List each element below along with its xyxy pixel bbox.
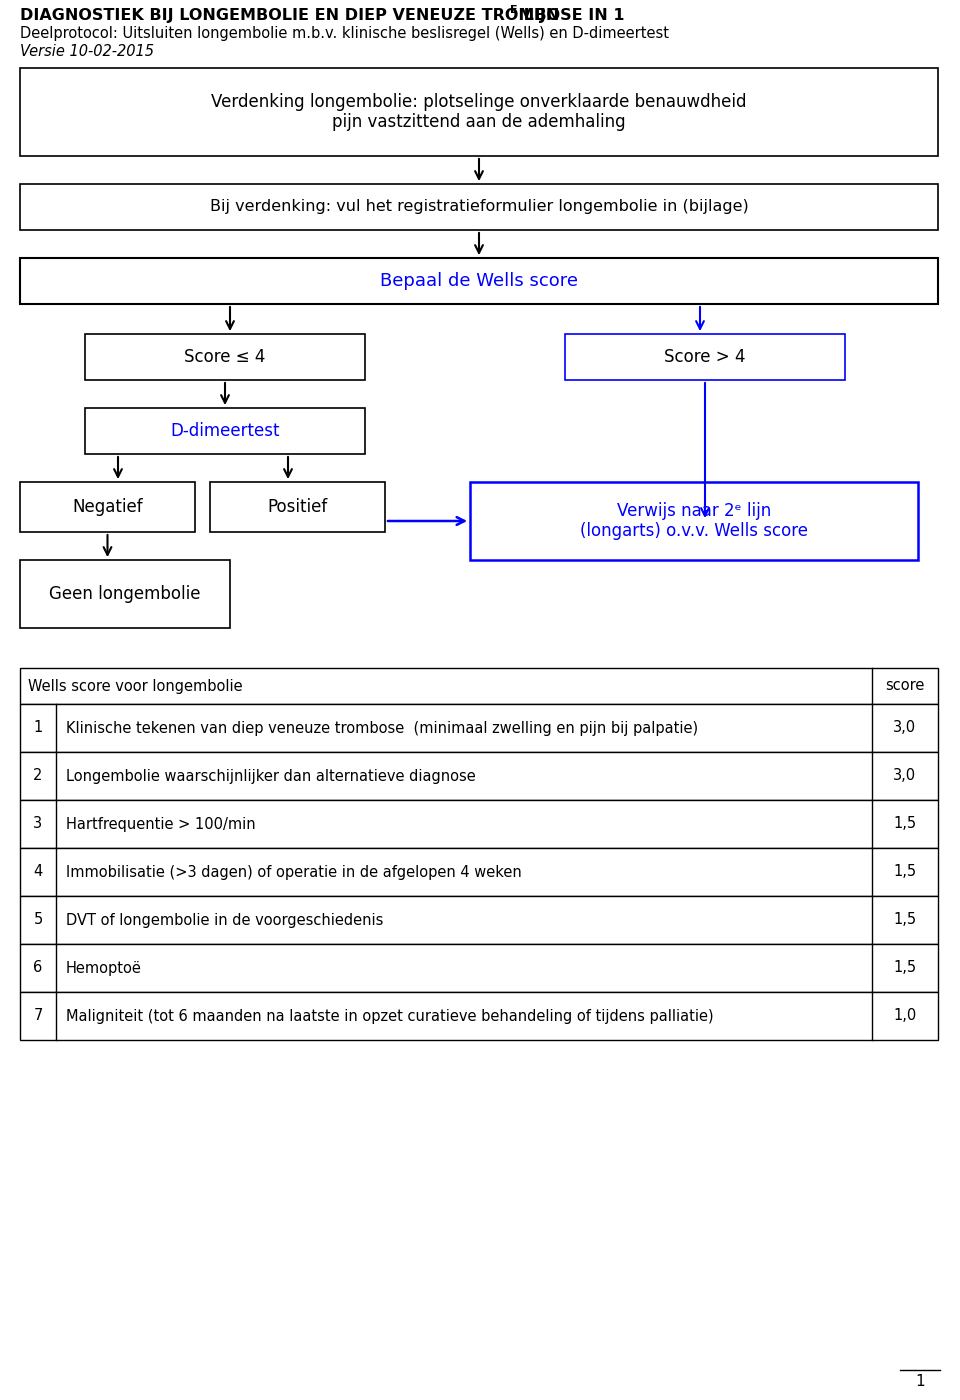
Bar <box>20 993 938 1040</box>
Bar <box>20 258 938 304</box>
Text: Bepaal de Wells score: Bepaal de Wells score <box>380 272 578 290</box>
Bar <box>20 69 938 155</box>
Text: 5: 5 <box>34 913 42 927</box>
Bar <box>470 482 918 560</box>
Text: 4: 4 <box>34 864 42 879</box>
Text: DIAGNOSTIEK BIJ LONGEMBOLIE EN DIEP VENEUZE TROMBOSE IN 1: DIAGNOSTIEK BIJ LONGEMBOLIE EN DIEP VENE… <box>20 8 625 22</box>
Text: Wells score voor longembolie: Wells score voor longembolie <box>28 679 243 693</box>
Text: DVT of longembolie in de voorgeschiedenis: DVT of longembolie in de voorgeschiedeni… <box>66 913 383 927</box>
Text: Versie 10-02-2015: Versie 10-02-2015 <box>20 43 154 59</box>
Bar <box>20 752 938 799</box>
Text: 3: 3 <box>34 816 42 832</box>
Text: Deelprotocol: Uitsluiten longembolie m.b.v. klinische beslisregel (Wells) en D-d: Deelprotocol: Uitsluiten longembolie m.b… <box>20 27 669 41</box>
Text: 1: 1 <box>34 721 42 735</box>
Text: Maligniteit (tot 6 maanden na laatste in opzet curatieve behandeling of tijdens : Maligniteit (tot 6 maanden na laatste in… <box>66 1008 713 1023</box>
Text: 1,5: 1,5 <box>894 816 917 832</box>
Text: 1,0: 1,0 <box>894 1008 917 1023</box>
Bar <box>210 482 385 532</box>
Bar <box>85 335 365 379</box>
Text: Immobilisatie (>3 dagen) of operatie in de afgelopen 4 weken: Immobilisatie (>3 dagen) of operatie in … <box>66 864 521 879</box>
Text: Geen longembolie: Geen longembolie <box>49 585 201 603</box>
Bar <box>20 799 938 848</box>
Text: Score ≤ 4: Score ≤ 4 <box>184 349 266 365</box>
Text: Longembolie waarschijnlijker dan alternatieve diagnose: Longembolie waarschijnlijker dan alterna… <box>66 769 476 784</box>
Bar <box>565 335 845 379</box>
Text: E: E <box>510 6 517 15</box>
Text: LIJN: LIJN <box>518 8 560 22</box>
Bar <box>85 407 365 454</box>
Text: Bij verdenking: vul het registratieformulier longembolie in (bijlage): Bij verdenking: vul het registratieformu… <box>209 199 749 214</box>
Bar <box>20 183 938 230</box>
Text: Hartfrequentie > 100/min: Hartfrequentie > 100/min <box>66 816 255 832</box>
Text: 1: 1 <box>915 1375 924 1389</box>
Text: Score > 4: Score > 4 <box>664 349 746 365</box>
Bar <box>20 560 230 629</box>
Text: 1,5: 1,5 <box>894 864 917 879</box>
Text: Klinische tekenen van diep veneuze trombose  (minimaal zwelling en pijn bij palp: Klinische tekenen van diep veneuze tromb… <box>66 721 698 735</box>
Text: Verwijs naar 2ᵉ lijn
(longarts) o.v.v. Wells score: Verwijs naar 2ᵉ lijn (longarts) o.v.v. W… <box>580 501 808 540</box>
Bar <box>20 482 195 532</box>
Text: Negatief: Negatief <box>72 498 143 517</box>
Text: 1,5: 1,5 <box>894 913 917 927</box>
Text: Verdenking longembolie: plotselinge onverklaarde benauwdheid
pijn vastzittend aa: Verdenking longembolie: plotselinge onve… <box>211 92 747 132</box>
Bar <box>20 668 938 704</box>
Text: 7: 7 <box>34 1008 42 1023</box>
Text: 1,5: 1,5 <box>894 960 917 976</box>
Bar <box>20 896 938 944</box>
Text: Hemoptoë: Hemoptoë <box>66 960 142 976</box>
Bar <box>20 848 938 896</box>
Text: 3,0: 3,0 <box>894 721 917 735</box>
Text: 6: 6 <box>34 960 42 976</box>
Text: Positief: Positief <box>268 498 327 517</box>
Text: 3,0: 3,0 <box>894 769 917 784</box>
Text: 2: 2 <box>34 769 42 784</box>
Text: score: score <box>885 679 924 693</box>
Bar <box>20 944 938 993</box>
Text: D-dimeertest: D-dimeertest <box>170 421 279 440</box>
Bar <box>20 704 938 752</box>
